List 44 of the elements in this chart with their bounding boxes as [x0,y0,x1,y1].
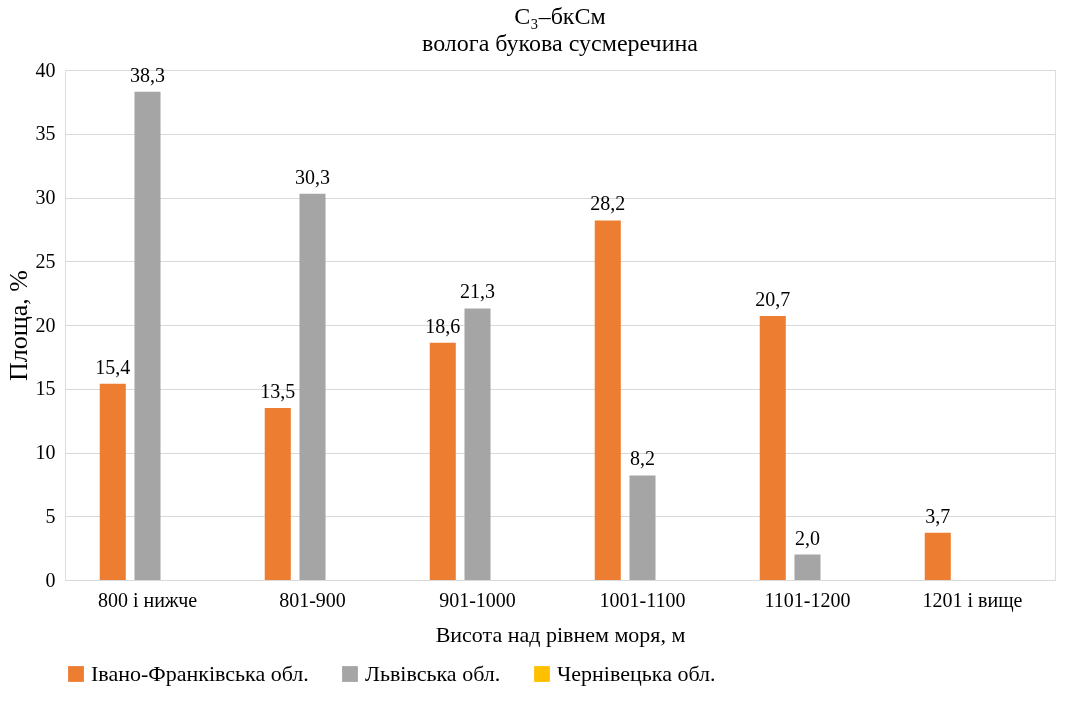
y-tick-label: 15 [35,377,56,400]
x-tick-label: 801-900 [279,588,346,611]
chart-title: C₃–бкСм [514,3,606,29]
bar [924,532,951,580]
x-axis-title: Висота над рівнем моря, м [435,621,686,647]
y-tick-label: 20 [35,313,56,336]
bar [299,193,326,580]
legend-label: Львівська обл. [365,661,501,686]
y-tick-label: 0 [45,568,56,591]
bar [594,220,621,580]
bar [429,342,456,580]
bar [759,316,786,580]
y-tick-label: 25 [35,249,56,272]
data-label: 3,7 [925,504,951,527]
x-tick-label: 1001-1100 [599,588,686,611]
data-label: 28,2 [590,192,626,215]
chart-subtitle: волога букова сусмеречина [421,30,699,56]
y-tick-label: 30 [35,186,56,208]
bar [464,308,491,580]
bar [629,475,656,580]
data-label: 18,6 [425,314,461,337]
bar [264,407,291,580]
x-tick-label: 800 і нижче [97,588,198,611]
data-label: 2,0 [795,526,820,549]
data-label: 20,7 [755,288,791,311]
x-tick-label: 1201 і вище [922,588,1023,612]
legend-label: Чернівецька обл. [557,661,716,686]
bar [134,91,161,580]
y-axis-title: Площа, % [3,270,33,381]
data-label: 30,3 [295,165,330,188]
data-label: 8,2 [630,447,655,470]
bar [99,383,126,580]
x-tick-label: 1101-1200 [764,588,851,611]
legend-label: Івано-Франківська обл. [91,661,309,686]
x-tick-label: 901-1000 [439,588,516,611]
bar [794,554,821,580]
data-label: 15,4 [95,355,131,378]
y-tick-label: 40 [35,58,56,81]
data-label: 38,3 [130,63,165,86]
y-tick-label: 35 [35,122,56,145]
data-label: 13,5 [260,379,296,402]
y-tick-label: 10 [35,441,56,463]
data-label: 21,3 [460,280,495,303]
y-tick-label: 5 [45,504,56,527]
